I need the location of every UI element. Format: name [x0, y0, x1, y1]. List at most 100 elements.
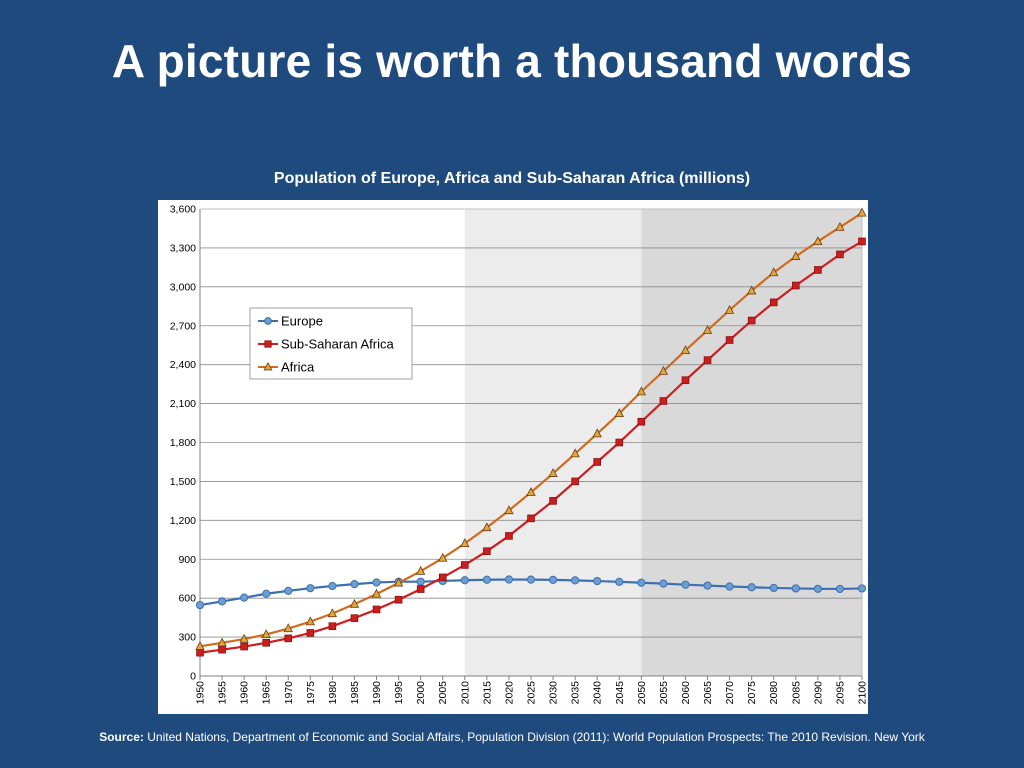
x-tick-label: 2080	[768, 681, 780, 705]
data-point-europe	[571, 576, 580, 585]
data-point-europe	[482, 575, 491, 584]
data-point-sub-saharan-africa	[637, 417, 646, 426]
data-point-africa	[813, 236, 823, 246]
data-point-sub-saharan-africa	[306, 629, 315, 637]
x-tick-label: 1995	[393, 681, 405, 705]
y-tick-label: 1,800	[170, 437, 196, 449]
y-tick-label: 1,200	[170, 515, 196, 527]
y-tick-label: 300	[178, 632, 196, 644]
data-point-europe	[835, 584, 845, 594]
data-point-europe	[284, 586, 293, 596]
data-point-sub-saharan-africa	[262, 638, 271, 647]
data-point-sub-saharan-africa	[438, 573, 447, 582]
legend-marker-africa	[263, 361, 273, 371]
source-citation: Source: United Nations, Department of Ec…	[0, 730, 1024, 744]
data-point-africa	[658, 365, 669, 375]
data-point-europe	[306, 584, 315, 593]
data-point-europe	[240, 593, 249, 602]
data-point-africa	[438, 552, 448, 562]
y-tick-label: 3,000	[170, 281, 196, 293]
legend-label-europe: Europe	[281, 314, 323, 329]
data-point-europe	[262, 589, 271, 598]
data-point-africa	[548, 468, 558, 477]
data-point-africa	[636, 386, 646, 396]
chart-legend: Europe Sub-Saharan Africa Africa	[249, 307, 413, 380]
data-point-sub-saharan-africa	[703, 356, 712, 364]
data-point-europe	[725, 582, 734, 591]
x-tick-label: 1960	[239, 681, 251, 705]
slide-title: A picture is worth a thousand words	[111, 35, 913, 87]
x-tick-label: 1955	[217, 681, 229, 705]
data-point-europe	[593, 576, 602, 586]
x-tick-label: 2060	[680, 681, 692, 705]
x-tick-label: 1985	[349, 681, 361, 705]
y-tick-label: 2,100	[170, 398, 196, 410]
data-point-africa	[460, 538, 470, 548]
source-text: United Nations, Department of Economic a…	[147, 730, 925, 744]
data-point-sub-saharan-africa	[814, 266, 822, 274]
data-point-sub-saharan-africa	[460, 561, 469, 569]
x-tick-label: 1965	[261, 681, 273, 705]
data-point-sub-saharan-africa	[350, 614, 359, 622]
data-point-africa	[416, 565, 426, 575]
data-point-europe	[372, 578, 381, 587]
y-tick-label: 2,400	[170, 359, 196, 371]
data-point-sub-saharan-africa	[416, 585, 425, 593]
data-point-sub-saharan-africa	[615, 438, 624, 447]
data-point-europe	[747, 583, 756, 592]
data-point-europe	[637, 578, 646, 587]
data-point-europe	[328, 581, 337, 591]
data-point-sub-saharan-africa	[549, 497, 557, 505]
legend-marker-europe	[264, 317, 272, 325]
population-line-chart: 0 300 600 900 1,200 1,500 1,800 2,100 2,400 2,700…	[158, 200, 868, 714]
x-tick-label: 2055	[658, 681, 670, 705]
x-tick-label: 2095	[834, 681, 846, 705]
data-point-africa	[835, 221, 845, 231]
legend-label-africa: Africa	[281, 360, 315, 375]
x-tick-label: 1950	[195, 681, 207, 705]
y-tick-label: 2,700	[170, 320, 196, 332]
data-point-sub-saharan-africa	[659, 397, 668, 405]
data-point-africa	[570, 448, 580, 458]
x-tick-label: 2010	[459, 681, 471, 705]
data-point-europe	[548, 575, 558, 584]
data-point-europe	[703, 581, 712, 590]
x-tick-label: 1980	[327, 681, 339, 705]
data-point-africa	[614, 408, 624, 418]
x-tick-label: 1975	[305, 681, 317, 705]
data-point-europe	[615, 577, 624, 586]
x-tick-label: 2040	[592, 681, 604, 705]
data-point-europe	[791, 584, 800, 593]
x-tick-label: 2015	[481, 681, 493, 705]
data-point-sub-saharan-africa	[792, 281, 800, 290]
data-point-africa	[747, 285, 757, 295]
data-point-sub-saharan-africa	[218, 645, 226, 654]
data-point-africa	[195, 641, 205, 650]
x-tick-label: 2070	[724, 681, 736, 705]
data-point-europe	[769, 583, 778, 593]
legend-label-sub-saharan-africa: Sub-Saharan Africa	[281, 337, 395, 352]
data-point-europe	[526, 575, 536, 584]
data-point-africa	[680, 345, 691, 354]
data-point-sub-saharan-africa	[328, 622, 337, 630]
x-tick-label: 2065	[702, 681, 714, 705]
data-point-sub-saharan-africa	[725, 336, 734, 344]
data-point-sub-saharan-africa	[747, 316, 756, 325]
x-tick-label: 2035	[570, 681, 582, 705]
x-tick-label: 2090	[812, 681, 824, 705]
data-point-sub-saharan-africa	[769, 298, 778, 307]
data-point-africa	[482, 522, 492, 532]
data-point-europe	[460, 576, 469, 585]
data-point-europe	[416, 577, 425, 586]
data-point-sub-saharan-africa	[240, 642, 248, 651]
data-point-africa	[724, 304, 735, 314]
data-point-africa	[769, 267, 779, 277]
y-tick-label: 3,300	[170, 242, 196, 254]
y-tick-label: 600	[178, 593, 196, 605]
data-point-sub-saharan-africa	[593, 458, 601, 466]
data-point-africa	[702, 325, 713, 334]
data-point-europe	[659, 579, 668, 588]
legend-marker-sub-saharan-africa	[264, 340, 272, 348]
data-point-africa	[305, 616, 315, 626]
data-point-sub-saharan-africa	[196, 648, 204, 657]
